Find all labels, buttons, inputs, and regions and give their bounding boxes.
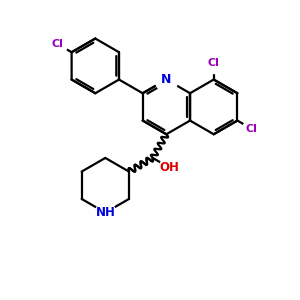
Text: NH: NH [95,206,115,219]
Text: N: N [161,73,172,86]
Text: Cl: Cl [208,58,220,68]
Text: Cl: Cl [52,39,63,49]
Text: Cl: Cl [246,124,257,134]
Text: OH: OH [160,161,179,174]
